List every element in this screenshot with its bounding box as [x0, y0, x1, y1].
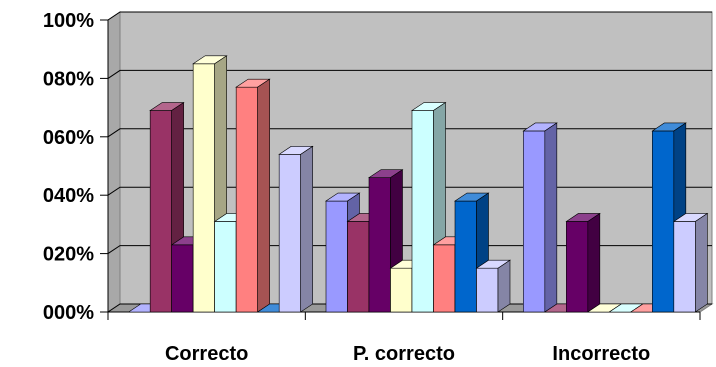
gridlines [107, 11, 712, 313]
gridline [107, 303, 712, 313]
bar-front [278, 154, 301, 313]
y-tick-label: 100% [43, 10, 94, 32]
bar-front [523, 130, 546, 313]
bar-front [149, 110, 172, 313]
bar-side [257, 78, 270, 313]
bar-side [300, 145, 313, 313]
bar-front [390, 267, 413, 313]
side-wall [107, 11, 121, 313]
y-tick-label: 060% [43, 127, 94, 149]
bar-front [411, 110, 434, 313]
bar [522, 122, 558, 313]
bars [127, 55, 709, 313]
gridline [107, 69, 712, 79]
bar-front [476, 267, 499, 313]
gridline [107, 128, 712, 138]
bar-front [566, 221, 589, 313]
bar-front [171, 244, 194, 313]
bar-front [325, 200, 348, 313]
bar-side [695, 212, 708, 313]
bar-front [235, 86, 258, 313]
gridline [107, 245, 712, 255]
y-tick-label: 040% [43, 185, 94, 207]
category-label: Correcto [165, 343, 248, 365]
bar-side [544, 122, 558, 313]
bar [475, 259, 511, 313]
bar [565, 212, 601, 313]
bar [672, 212, 709, 313]
category-labels: Correcto P. correcto Incorrecto [165, 343, 650, 365]
bar-front [454, 200, 477, 313]
bar-front [673, 221, 696, 313]
bar-front [192, 63, 215, 313]
bar-front [347, 221, 370, 313]
bar [235, 78, 271, 313]
bar-front [214, 221, 237, 313]
y-tick-label: 020% [43, 244, 94, 266]
gridline [107, 186, 712, 196]
y-tick-label: 000% [43, 302, 94, 324]
bar-side [497, 259, 511, 313]
category-label: P. correcto [353, 343, 455, 365]
y-tick-label: 080% [43, 68, 94, 90]
bar-front [652, 130, 675, 313]
bar [278, 145, 314, 313]
category-label: Incorrecto [552, 343, 650, 365]
bar-front [433, 244, 456, 313]
gridline [107, 11, 712, 21]
bar-side [587, 212, 601, 313]
bar-front [368, 177, 391, 313]
y-tick-labels: 000% 020% 040% 060% 080% 100% [43, 10, 94, 324]
